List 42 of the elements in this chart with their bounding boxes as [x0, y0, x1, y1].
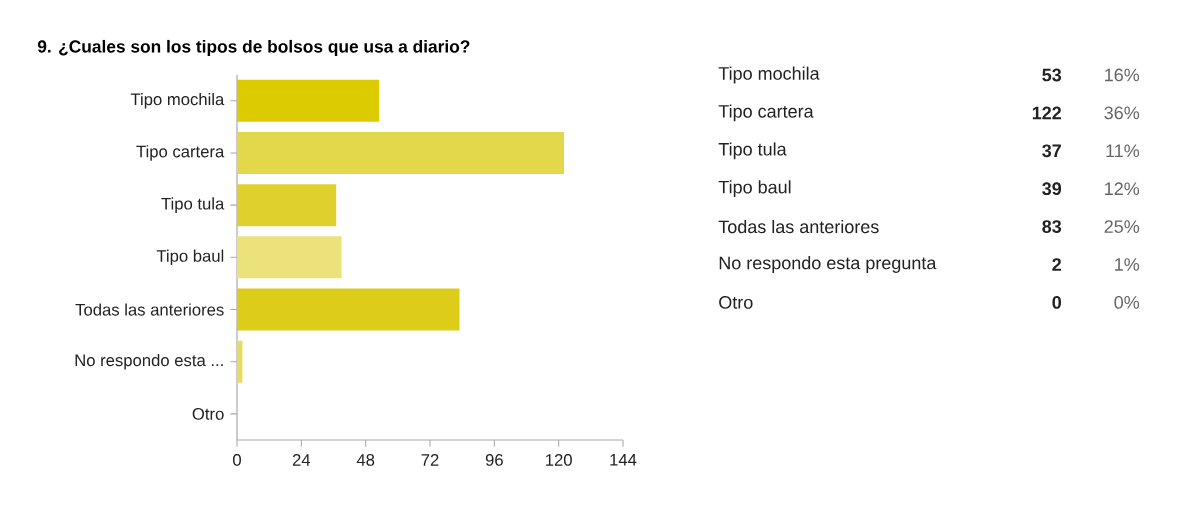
x-tick-label: 24: [292, 454, 311, 466]
y-tick-label: Todas las anteriores: [75, 303, 224, 316]
x-tick-label: 96: [485, 454, 503, 466]
text: 39: [1042, 182, 1062, 196]
text: No respondo esta pregunta: [719, 256, 937, 273]
y-tick-label: Otro: [192, 408, 224, 420]
x-tick-label: 120: [546, 454, 572, 466]
x-tick-label: 48: [356, 454, 375, 466]
text: 25%: [1104, 220, 1140, 233]
text: 12%: [1105, 182, 1140, 196]
y-tick-label: Tipo mochila: [130, 92, 225, 109]
text: 37: [1042, 144, 1061, 158]
text: 0%: [1114, 296, 1140, 309]
bar: [237, 288, 460, 331]
x-tick-label: 144: [610, 454, 637, 466]
text: Todas las anteriores: [718, 219, 879, 234]
y-tick-label: Tipo tula: [161, 197, 225, 213]
bar: [237, 131, 565, 174]
text: 122: [1032, 106, 1061, 120]
bar: [237, 236, 342, 279]
chart-title: 9. ¿Cuales son los tipos de bolsos que usa a diario?: [37, 39, 470, 57]
text: 0: [1052, 296, 1062, 309]
text: Tipo baul: [718, 180, 791, 198]
text: Otro: [719, 296, 753, 309]
text: 11%: [1106, 144, 1140, 158]
bar: [237, 79, 380, 122]
text: 2: [1052, 258, 1062, 271]
x-tick-label: 72: [421, 454, 439, 466]
y-tick-label: Tipo cartera: [136, 145, 225, 161]
y-tick-label: Tipo baul: [156, 249, 224, 266]
bar: [237, 340, 243, 383]
text: 36%: [1104, 106, 1140, 120]
x-tick-label: 0: [233, 454, 241, 466]
text: 53: [1042, 68, 1062, 82]
text: Tipo tula: [718, 142, 787, 160]
y-tick-label: No respondo esta ...: [75, 353, 223, 370]
text: 16%: [1105, 68, 1140, 82]
bar: [237, 184, 337, 227]
text: 1%: [1115, 258, 1140, 271]
text: Tipo cartera: [718, 104, 814, 122]
text: 83: [1042, 220, 1062, 233]
text: Tipo mochila: [718, 66, 820, 84]
